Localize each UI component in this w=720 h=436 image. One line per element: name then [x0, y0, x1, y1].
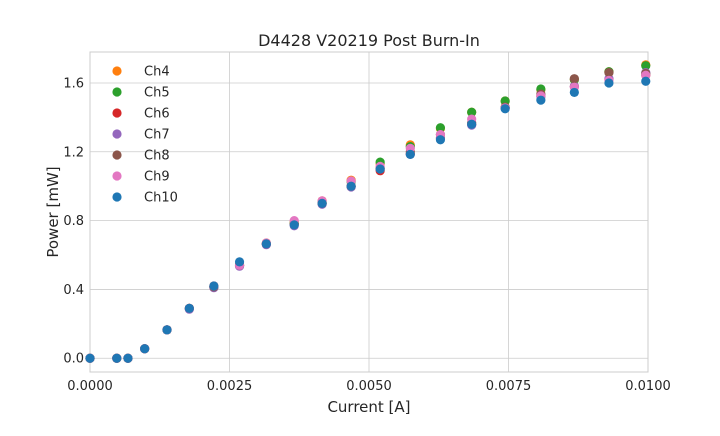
data-point [405, 149, 415, 159]
grid-lines [89, 51, 649, 373]
data-point [85, 353, 95, 363]
data-point [123, 353, 133, 363]
data-point [641, 76, 651, 86]
x-tick-label: 0.0050 [346, 379, 392, 394]
legend-marker [112, 171, 122, 181]
x-tick-label: 0.0075 [486, 379, 532, 394]
data-point [375, 164, 385, 174]
data-point [569, 74, 579, 84]
data-point [209, 281, 219, 291]
legend-label: Ch6 [144, 107, 170, 122]
legend-marker [112, 87, 122, 97]
legend-marker [112, 129, 122, 139]
legend-label: Ch7 [144, 128, 170, 143]
data-point [467, 107, 477, 117]
data-point [261, 239, 271, 249]
x-tick-label: 0.0100 [625, 379, 671, 394]
data-point [162, 325, 172, 335]
legend-label: Ch5 [144, 86, 170, 101]
legend-label: Ch8 [144, 149, 170, 164]
data-point [435, 123, 446, 133]
data-point [536, 95, 546, 105]
y-tick-label: 0.8 [63, 214, 84, 229]
y-axis-label: Power [mW] [44, 166, 62, 257]
data-point [569, 87, 579, 98]
legend-marker [112, 192, 122, 202]
data-point [604, 78, 614, 88]
data-point [500, 104, 510, 114]
data-point [289, 220, 299, 230]
data-point [467, 119, 477, 129]
data-point [140, 344, 150, 354]
legend-marker [112, 66, 122, 76]
x-tick-label: 0.0025 [207, 379, 253, 394]
data-points [85, 60, 651, 363]
data-point [112, 353, 122, 363]
legend: Ch4 Ch5 Ch6 Ch7 Ch8 Ch9 Ch10 [112, 65, 178, 206]
y-tick-label: 0.0 [63, 352, 84, 367]
chart-title: D4428 V20219 Post Burn-In [258, 31, 480, 50]
y-tick-label: 0.4 [63, 283, 84, 298]
data-point [234, 257, 245, 267]
data-point [317, 198, 327, 208]
legend-label: Ch10 [144, 191, 178, 206]
y-tick-label: 1.2 [63, 145, 84, 160]
data-point [435, 135, 446, 145]
data-point [346, 181, 356, 191]
data-point [641, 61, 651, 71]
plot-frame [89, 51, 649, 373]
data-point [604, 68, 614, 78]
series-ch10 [85, 76, 651, 363]
data-point [184, 303, 194, 313]
x-axis-label: Current [A] [327, 398, 410, 416]
y-tick-label: 1.6 [63, 76, 84, 91]
legend-marker [112, 108, 122, 118]
legend-label: Ch4 [144, 65, 170, 80]
x-tick-label: 0.0000 [67, 379, 113, 394]
legend-label: Ch9 [144, 170, 170, 185]
legend-marker [112, 150, 122, 160]
axis-ticks: 0.0000 0.0025 0.0050 0.0075 0.0100 0.0 0.4 0.8 1… [63, 76, 670, 394]
